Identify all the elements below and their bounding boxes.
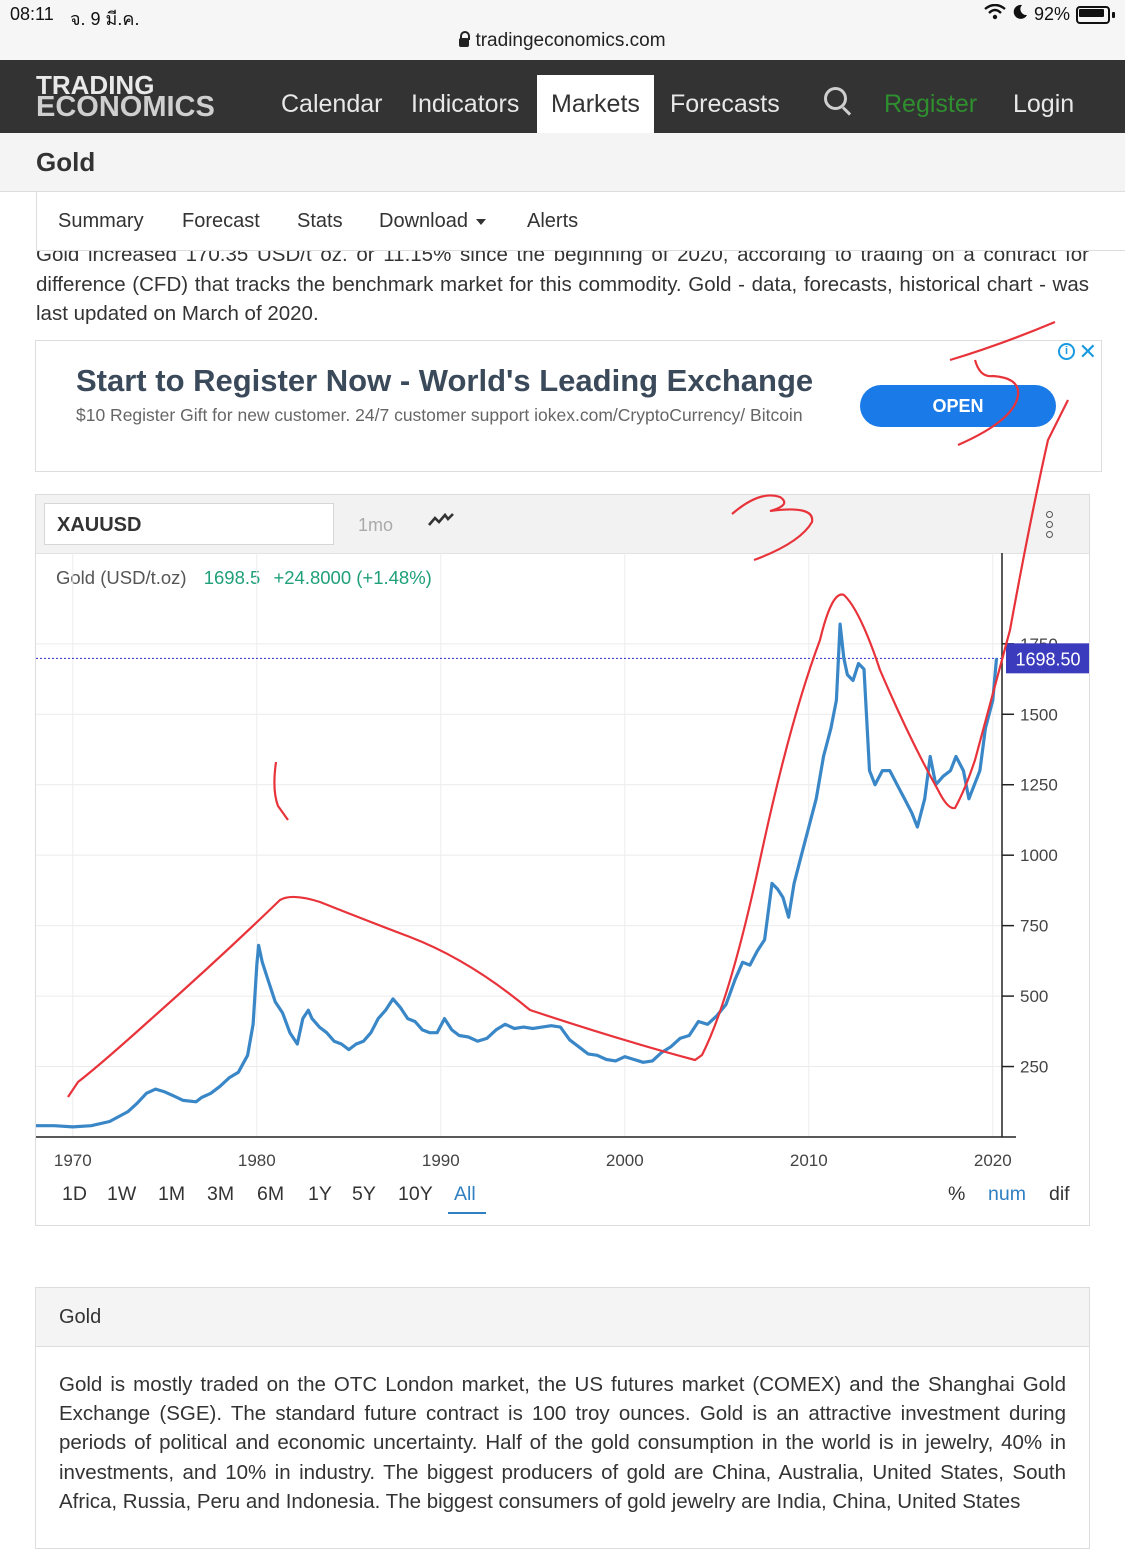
x-tick-label: 2010 [790,1151,828,1170]
battery-icon [1076,5,1110,24]
y-tick-label: 1250 [1020,776,1058,795]
url-text: tradingeconomics.com [475,30,666,51]
interval-selector[interactable]: 1mo [358,515,394,535]
section-tabs: Summary Forecast Stats Download Alerts [36,192,1125,251]
wifi-icon [984,3,1006,25]
nav-forecasts[interactable]: Forecasts [670,90,780,118]
tab-stats[interactable]: Stats [297,210,343,232]
x-tick-label: 1970 [54,1151,92,1170]
line-chart-icon[interactable] [426,509,456,536]
ad-banner[interactable]: Start to Register Now - World's Leading … [35,339,1102,472]
last-value-label: 1698.50 [1015,649,1080,669]
lock-icon [459,31,471,47]
battery-percent: 92% [1033,4,1070,24]
y-tick-label: 1500 [1020,705,1058,724]
range-selected-underline [448,1212,486,1214]
tab-alerts[interactable]: Alerts [527,210,579,232]
battery-cap [1112,11,1115,18]
range-all[interactable]: All [454,1183,476,1205]
nav-markets[interactable]: Markets [537,75,654,133]
gold-description-card: Gold Gold is mostly traded on the OTC Lo… [35,1287,1090,1549]
series-line-gold [36,622,999,1129]
x-tick-label: 2020 [974,1151,1012,1170]
ad-headline[interactable]: Start to Register Now - World's Leading … [76,363,814,398]
ad-description: $10 Register Gift for new customer. 24/7… [76,405,803,425]
tab-summary[interactable]: Summary [58,210,144,232]
y-tick-label: 500 [1020,987,1048,1006]
address-bar[interactable]: tradingeconomics.com [0,26,1125,60]
page-title: Gold [36,147,96,177]
info-icon[interactable]: i [1058,343,1075,360]
search-icon[interactable] [824,87,847,110]
card-header: Gold [36,1288,1089,1347]
range-3m[interactable]: 3M [207,1183,235,1205]
chart-toolbar: XAUUSD 1mo [36,495,1089,554]
moon-icon [1012,4,1028,25]
status-time: 08:11 [10,4,54,24]
chart-plot[interactable]: 2505007501000125015001750197019801990200… [36,553,1089,1183]
y-tick-label: 250 [1020,1058,1048,1077]
intro-paragraph: Gold increased 170.35 USD/t oz. or 11.15… [36,243,1089,325]
nav-indicators[interactable]: Indicators [411,90,520,118]
nav-login[interactable]: Login [1013,90,1075,118]
range-1d[interactable]: 1D [62,1183,87,1205]
nav-calendar[interactable]: Calendar [281,90,383,118]
tab-download[interactable]: Download [379,210,486,233]
x-tick-label: 2000 [606,1151,644,1170]
range-1y[interactable]: 1Y [308,1183,332,1205]
mode-dif[interactable]: dif [1049,1183,1070,1205]
mode-percent[interactable]: % [948,1183,966,1205]
close-icon[interactable]: ✕ [1078,339,1097,364]
site-logo[interactable]: TRADING ECONOMICS [36,70,215,123]
y-tick-label: 750 [1020,917,1048,936]
symbol-input[interactable]: XAUUSD [44,503,334,545]
status-bar: 08:11 จ. 9 มี.ค. 92% [0,0,1125,30]
range-6m[interactable]: 6M [257,1183,285,1205]
site-navbar: TRADING ECONOMICS Calendar Indicators Ma… [0,60,1125,133]
x-tick-label: 1990 [422,1151,460,1170]
chevron-down-icon [475,218,486,225]
tab-download-label: Download [379,210,468,232]
mode-num[interactable]: num [988,1183,1026,1205]
description-paragraph: Gold is mostly traded on the OTC London … [59,1373,1066,1513]
range-10y[interactable]: 10Y [398,1183,433,1205]
ad-open-button[interactable]: OPEN [860,385,1056,427]
logo-line-1: TRADING [36,70,155,100]
range-1m[interactable]: 1M [158,1183,186,1205]
price-chart-panel: XAUUSD 1mo Gold (USD/t.oz) 1698.5 +24.80… [35,494,1090,1226]
y-tick-label: 1000 [1020,846,1058,865]
more-options-icon[interactable] [1046,511,1053,541]
status-date: จ. 9 มี.ค. [70,9,140,29]
x-tick-label: 1980 [238,1151,276,1170]
page-title-band: Gold [0,133,1125,192]
range-selector: 1D 1W 1M 3M 6M 1Y 5Y 10Y All % num dif [36,1183,1089,1223]
tab-forecast[interactable]: Forecast [182,210,260,232]
nav-register[interactable]: Register [884,90,978,118]
logo-line-2: ECONOMICS [36,91,215,123]
status-indicators: 92% [984,3,1115,25]
range-5y[interactable]: 5Y [352,1183,376,1205]
range-1w[interactable]: 1W [107,1183,137,1205]
card-title: Gold [59,1306,102,1328]
